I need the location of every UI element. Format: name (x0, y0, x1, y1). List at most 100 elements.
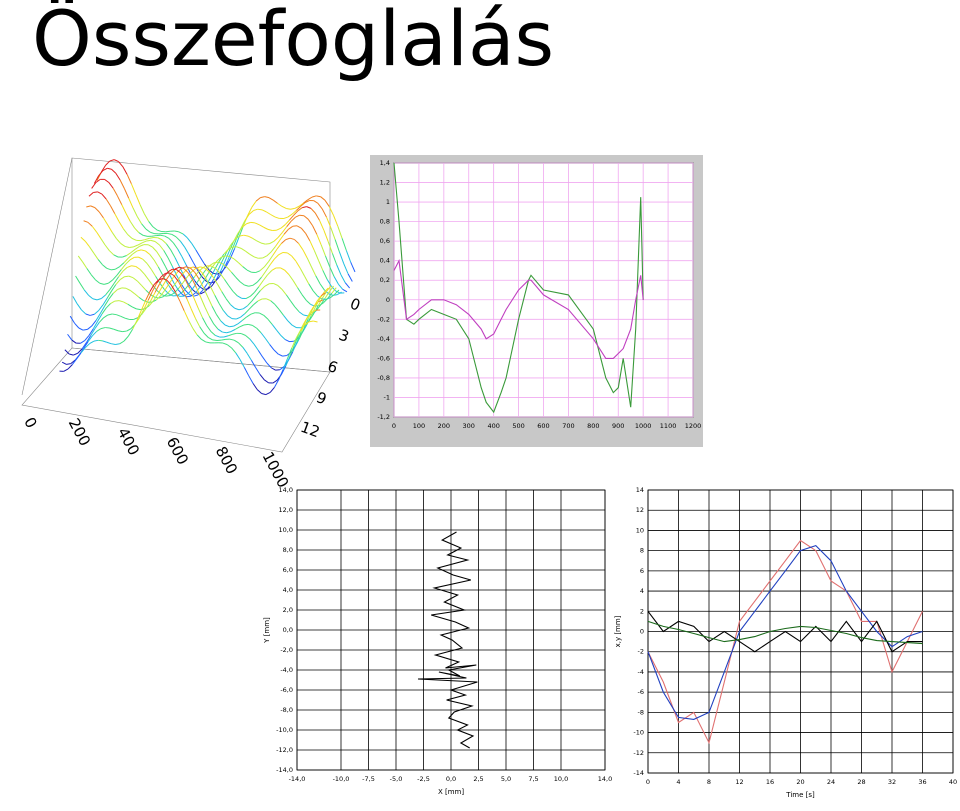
surface-mesh (154, 260, 158, 267)
surface-mesh (289, 275, 293, 281)
slide-title: Összefoglalás (32, 0, 554, 83)
surface-mesh (116, 173, 120, 180)
surface-mesh (150, 232, 154, 233)
surface-mesh (136, 194, 140, 204)
surface-mesh (173, 243, 177, 249)
surface-mesh (193, 328, 197, 335)
surface-mesh (94, 340, 98, 341)
surface-mesh (112, 169, 116, 173)
surface-mesh (287, 253, 291, 256)
surface-mesh (112, 232, 116, 238)
surface-mesh (264, 315, 268, 319)
surface-mesh (269, 198, 273, 201)
surface-mesh (292, 325, 296, 327)
surface-mesh (137, 217, 141, 224)
surface-mesh (309, 284, 313, 291)
x-tick-label: 12 (735, 778, 743, 786)
surface-mesh (94, 253, 98, 259)
surface-mesh (104, 283, 108, 284)
surface-mesh (99, 212, 103, 218)
surface-mesh (92, 182, 96, 188)
x-tick-label: 200 (438, 422, 450, 430)
y-tick-label: -10,0 (276, 726, 293, 734)
y-tick-label: 0 (640, 628, 644, 636)
surface-mesh (267, 252, 271, 256)
surface-mesh (324, 230, 328, 241)
surface-mesh (137, 281, 141, 285)
surface-mesh (107, 168, 111, 169)
y-tick-label: -4,0 (280, 666, 293, 674)
surface-mesh (229, 326, 233, 327)
surface-mesh (114, 329, 118, 330)
surface-mesh (187, 296, 191, 297)
surface-mesh (257, 328, 261, 333)
surface-mesh (233, 333, 237, 334)
surface-mesh (146, 292, 150, 301)
x-tick-label: -7,5 (362, 775, 375, 783)
surface-mesh (205, 307, 209, 316)
x-tick-label: 100 (413, 422, 425, 430)
surface-mesh (158, 238, 162, 240)
surface-mesh (271, 215, 275, 217)
surface-mesh (107, 268, 111, 270)
surface-mesh (242, 317, 246, 321)
surface-mesh (282, 289, 286, 294)
y-tick-label: 14,0 (279, 486, 293, 494)
surface-mesh (125, 318, 129, 319)
x-tick-label: 500 (512, 422, 524, 430)
surface-mesh (132, 307, 136, 309)
surface-mesh (339, 252, 343, 264)
surface-mesh (124, 276, 128, 277)
surface-mesh (290, 238, 294, 239)
surface-mesh (102, 265, 106, 269)
y-tick-label: -2,0 (280, 646, 293, 654)
surface-mesh (200, 327, 204, 333)
surface-mesh (149, 238, 153, 239)
surface-mesh (91, 275, 95, 280)
surface-mesh (123, 267, 127, 271)
surface-mesh (266, 299, 270, 301)
surface-mesh (115, 267, 119, 270)
surface-mesh (252, 325, 256, 328)
surface-mesh (136, 266, 140, 269)
y-tick-label: -0,8 (377, 374, 390, 382)
surface-mesh (145, 251, 149, 254)
surface-mesh (127, 266, 131, 268)
surface-mesh (313, 226, 317, 235)
surface-mesh (160, 235, 164, 236)
surface-mesh (246, 296, 250, 298)
surface-mesh (272, 325, 276, 331)
x-tick-label: 800 (587, 422, 599, 430)
surface-mesh (185, 247, 189, 254)
surface-mesh (117, 196, 121, 205)
surface-mesh (105, 179, 109, 182)
surface-mesh (129, 276, 133, 278)
surface-mesh (225, 325, 229, 327)
surface-mesh (151, 269, 155, 276)
surface-mesh (128, 304, 132, 307)
y-tick-label: -10 (633, 729, 644, 737)
surface-mesh (259, 225, 263, 227)
surface-mesh (95, 208, 99, 212)
surface-mesh (180, 241, 184, 247)
surface-mesh (73, 353, 77, 355)
surface-mesh (294, 239, 298, 243)
surface-mesh (115, 344, 119, 345)
surface-mesh (126, 213, 130, 221)
surface-mesh (245, 309, 249, 313)
surface-mesh (321, 245, 325, 256)
surface-mesh (103, 341, 107, 342)
surface-mesh (221, 339, 225, 340)
surface-mesh (111, 301, 115, 303)
x-tick-label: 0,0 (446, 775, 456, 783)
surface-mesh (101, 328, 105, 329)
surface-mesh (243, 306, 247, 309)
surface-mesh (320, 284, 324, 290)
surface-mesh (234, 324, 238, 326)
x-tick-label: 28 (857, 778, 865, 786)
surface-mesh (94, 311, 98, 315)
surface-mesh (247, 353, 251, 360)
surface-mesh (291, 301, 295, 307)
surface-mesh (123, 167, 127, 175)
